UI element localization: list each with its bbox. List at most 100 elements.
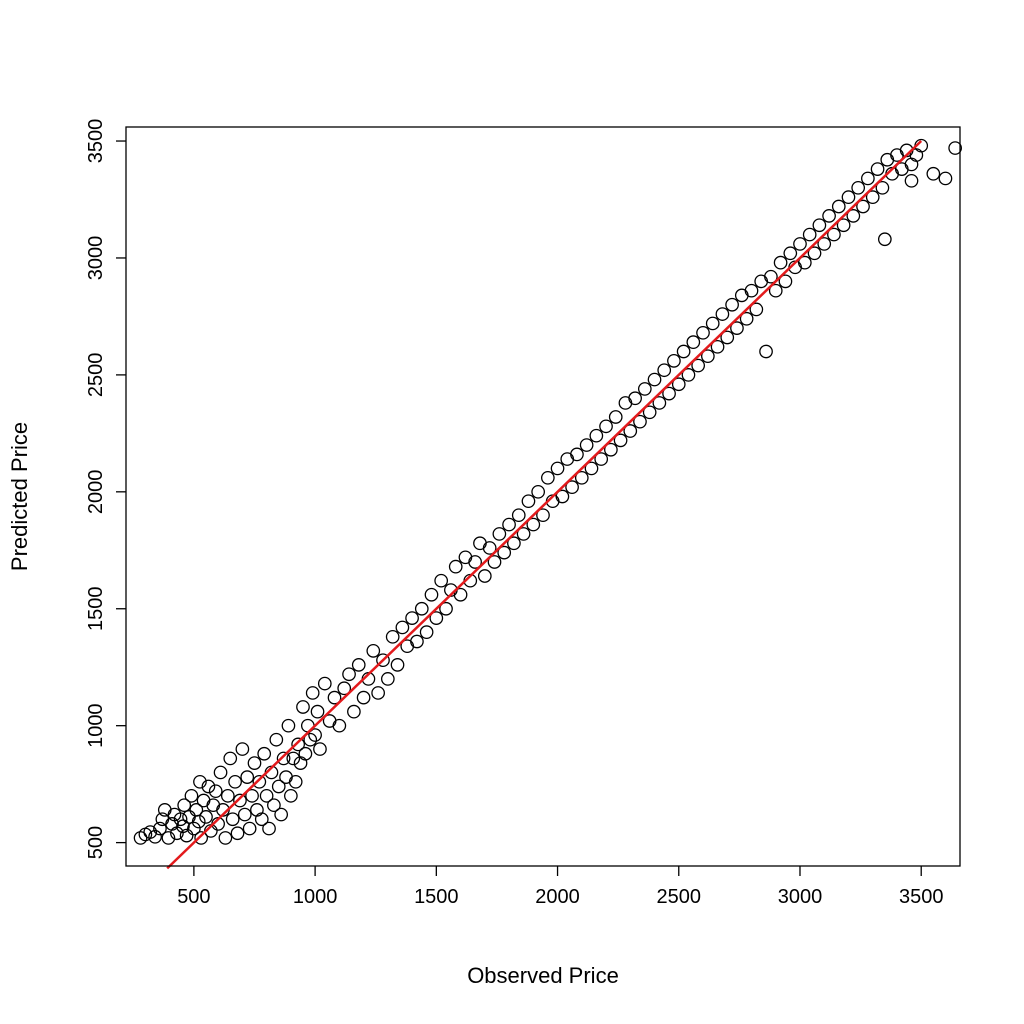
data-point: [807, 246, 822, 261]
data-point: [371, 686, 385, 700]
data-point: [332, 718, 347, 733]
data-point: [291, 737, 305, 752]
data-point: [793, 237, 807, 251]
data-point: [482, 541, 497, 555]
data-point: [429, 611, 444, 625]
data-point: [604, 442, 618, 457]
y-tick-label: 500: [85, 826, 107, 859]
data-point: [565, 480, 579, 494]
x-tick-label: 2000: [535, 886, 580, 908]
data-point: [257, 746, 272, 761]
data-point: [628, 391, 642, 406]
data-point: [288, 774, 303, 789]
data-point: [904, 157, 919, 172]
data-point: [926, 166, 941, 181]
data-point: [739, 311, 754, 326]
data-point: [555, 489, 570, 504]
data-point: [293, 756, 308, 770]
data-point: [783, 246, 798, 261]
data-point: [492, 527, 507, 541]
data-point: [284, 788, 298, 803]
data-point: [201, 779, 216, 794]
data-point: [526, 517, 541, 532]
data-point: [773, 255, 788, 270]
y-tick-label: 1000: [85, 703, 107, 748]
data-point: [633, 414, 647, 429]
data-point: [220, 788, 235, 803]
data-point: [584, 461, 599, 476]
x-tick-label: 500: [177, 886, 210, 908]
data-point: [317, 676, 332, 691]
data-point: [487, 555, 502, 569]
data-point: [662, 386, 676, 401]
data-point: [405, 611, 419, 625]
data-point: [327, 690, 342, 705]
data-point: [187, 821, 201, 836]
y-tick-label: 3000: [85, 236, 107, 281]
data-point: [356, 690, 371, 705]
y-axis: 500 1000 1500 2000 2500 3000 3500: [85, 119, 126, 859]
data-point: [904, 173, 919, 188]
data-point: [671, 377, 686, 392]
data-point: [218, 831, 233, 845]
data-point: [473, 536, 487, 551]
data-point: [744, 283, 759, 298]
data-point: [705, 316, 720, 331]
data-point: [836, 218, 851, 233]
data-point: [579, 438, 594, 452]
data-point: [223, 751, 238, 766]
data-point: [235, 742, 250, 756]
y-tick-label: 1500: [85, 587, 107, 632]
data-points: [133, 138, 963, 845]
data-point: [247, 756, 262, 770]
data-point: [691, 358, 706, 373]
data-point: [193, 774, 207, 789]
data-point: [681, 368, 696, 382]
data-point: [841, 190, 856, 205]
data-point: [259, 788, 274, 803]
data-point: [647, 372, 662, 387]
data-point: [380, 672, 395, 686]
data-point: [276, 751, 291, 766]
data-point: [184, 788, 199, 803]
data-point: [286, 751, 301, 766]
data-point: [642, 405, 657, 420]
data-point: [228, 774, 242, 789]
data-point: [560, 452, 575, 466]
data-point: [347, 704, 361, 719]
data-point: [589, 428, 604, 443]
data-point: [734, 288, 749, 303]
data-point: [233, 793, 247, 808]
data-point: [310, 704, 325, 719]
y-tick-label: 2500: [85, 353, 107, 398]
data-point: [182, 810, 196, 824]
data-point: [720, 330, 735, 345]
data-point: [536, 508, 550, 523]
data-point: [865, 190, 880, 205]
data-point: [173, 812, 188, 827]
data-point: [710, 339, 725, 354]
data-point: [822, 209, 836, 223]
data-point: [856, 199, 870, 214]
data-point: [613, 433, 628, 448]
data-point: [242, 821, 257, 836]
data-point: [279, 770, 293, 784]
data-point: [395, 620, 410, 635]
data-point: [296, 700, 310, 714]
data-point: [250, 803, 264, 817]
data-point: [366, 643, 381, 658]
data-point: [196, 793, 211, 808]
x-tick-label: 2500: [657, 886, 702, 908]
data-point: [827, 227, 841, 242]
data-point: [764, 269, 778, 284]
data-point: [267, 798, 281, 813]
data-point: [540, 470, 555, 485]
x-axis: 500 1000 1500 2000 2500 3000 3500: [177, 866, 943, 908]
data-point: [676, 344, 691, 359]
data-point: [759, 344, 773, 359]
data-point: [177, 798, 192, 813]
x-tick-label: 3500: [899, 886, 944, 908]
x-tick-label: 1000: [293, 886, 338, 908]
data-point: [298, 746, 313, 761]
